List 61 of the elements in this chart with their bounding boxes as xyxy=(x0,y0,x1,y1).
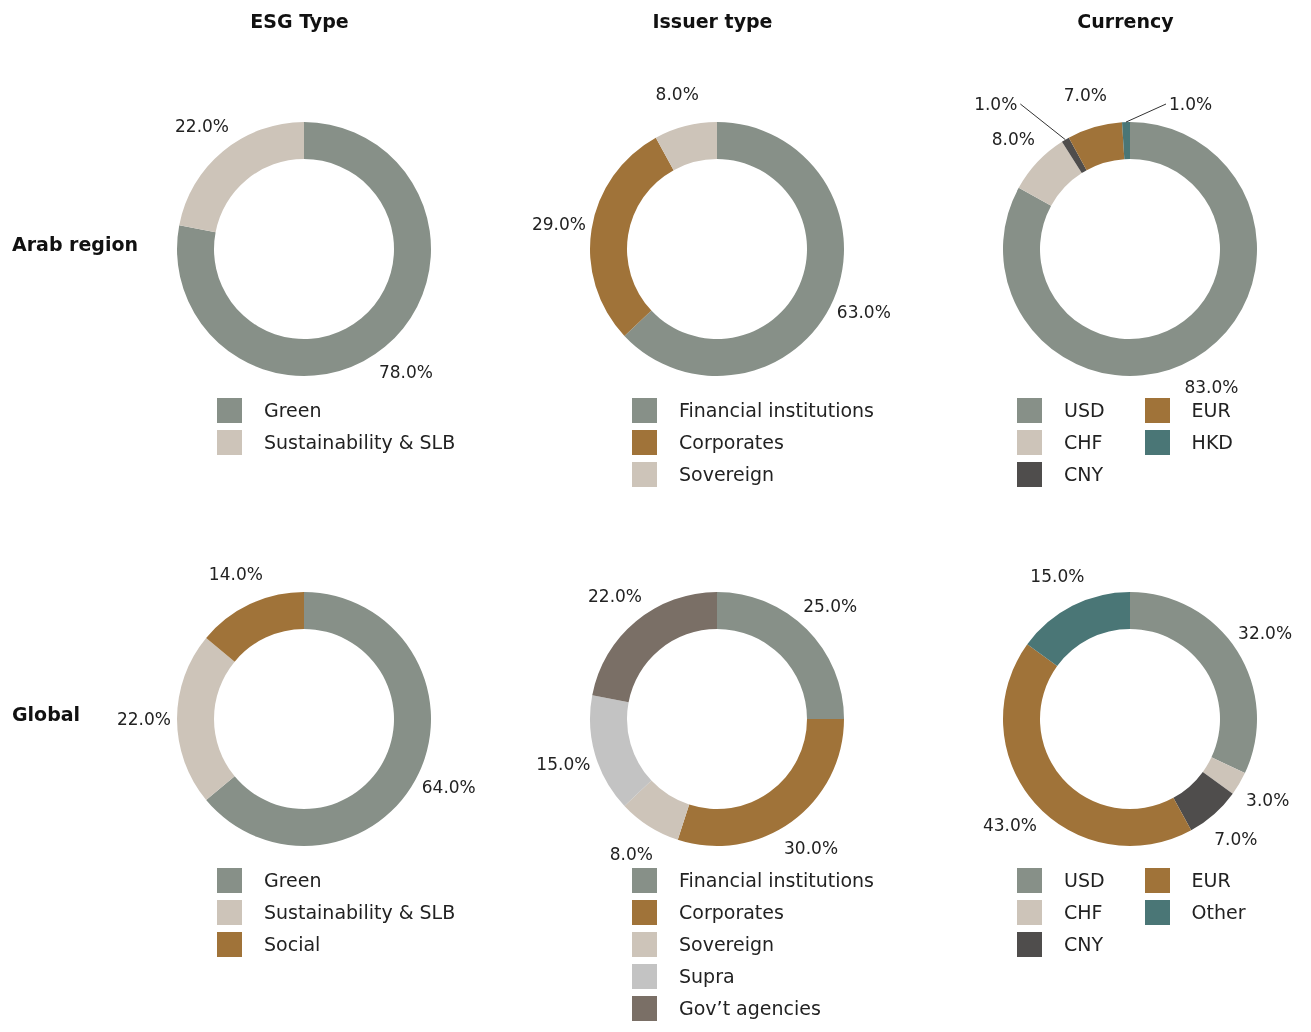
legend-label: Social xyxy=(264,933,321,955)
legend-label: Sovereign xyxy=(679,933,775,955)
data-label: 22.0% xyxy=(588,585,643,606)
data-label: 8.0% xyxy=(655,83,699,104)
legend-label: Green xyxy=(264,869,322,891)
donut-slice xyxy=(1061,137,1087,174)
data-label: 32.0% xyxy=(1238,623,1293,644)
data-label: 8.0% xyxy=(991,129,1035,150)
data-label: 14.0% xyxy=(208,564,263,585)
donut-slice xyxy=(590,137,674,336)
donut-slice xyxy=(655,122,717,171)
text: Global xyxy=(12,703,81,725)
data-label: 15.0% xyxy=(536,753,591,774)
legend-label: USD xyxy=(1064,869,1105,891)
donut-slice xyxy=(1027,592,1130,667)
donut-slice xyxy=(206,592,304,662)
data-label: 3.0% xyxy=(1246,790,1290,811)
legend-label: Sovereign xyxy=(679,463,775,485)
data-label: 7.0% xyxy=(1063,85,1107,106)
legend-label: Sustainability & SLB xyxy=(264,431,456,453)
data-label: 22.0% xyxy=(175,115,230,136)
legend-label: CNY xyxy=(1064,463,1104,485)
data-label: 63.0% xyxy=(836,302,891,323)
text: Arab region xyxy=(12,233,139,255)
legend-label: Financial institutions xyxy=(679,399,874,421)
legend-label: Corporates xyxy=(679,901,784,923)
data-label: 30.0% xyxy=(784,838,839,859)
data-label: 43.0% xyxy=(982,814,1037,835)
data-label: 1.0% xyxy=(1169,93,1213,114)
legend-label: Sustainability & SLB xyxy=(264,901,456,923)
data-label: 8.0% xyxy=(609,844,653,865)
data-label: 29.0% xyxy=(531,213,586,234)
legend-label: HKD xyxy=(1191,431,1233,453)
legend-label: Gov’t agencies xyxy=(679,997,821,1019)
legend-label: Green xyxy=(264,399,322,421)
legend-label: CNY xyxy=(1064,933,1104,955)
legend-label: Other xyxy=(1191,901,1246,923)
donut-slice xyxy=(177,638,235,800)
data-label: 78.0% xyxy=(378,362,433,383)
donut-slice xyxy=(1173,771,1233,831)
chart-title: Issuer type xyxy=(651,10,774,32)
data-label: 22.0% xyxy=(116,708,172,729)
legend-label: Financial institutions xyxy=(679,869,874,891)
legend-label: EUR xyxy=(1191,399,1231,421)
chart-title: ESG Type xyxy=(249,10,350,32)
data-label: 25.0% xyxy=(803,595,858,616)
legend-label: USD xyxy=(1064,399,1105,421)
data-label: 7.0% xyxy=(1214,828,1258,849)
donut-slice xyxy=(1202,757,1245,794)
chart-title: Currency xyxy=(1076,10,1175,32)
data-label: 83.0% xyxy=(1184,376,1239,397)
donut-slice xyxy=(1068,122,1125,171)
legend-label: CHF xyxy=(1064,431,1103,453)
donut-slice xyxy=(1122,122,1130,160)
data-label: 64.0% xyxy=(421,777,476,798)
legend-label: Supra xyxy=(679,965,735,987)
legend-label: CHF xyxy=(1064,901,1103,923)
data-label: 1.0% xyxy=(974,93,1018,114)
legend-label: EUR xyxy=(1191,869,1231,891)
data-label: 15.0% xyxy=(1030,566,1085,587)
legend-label: Corporates xyxy=(679,431,784,453)
